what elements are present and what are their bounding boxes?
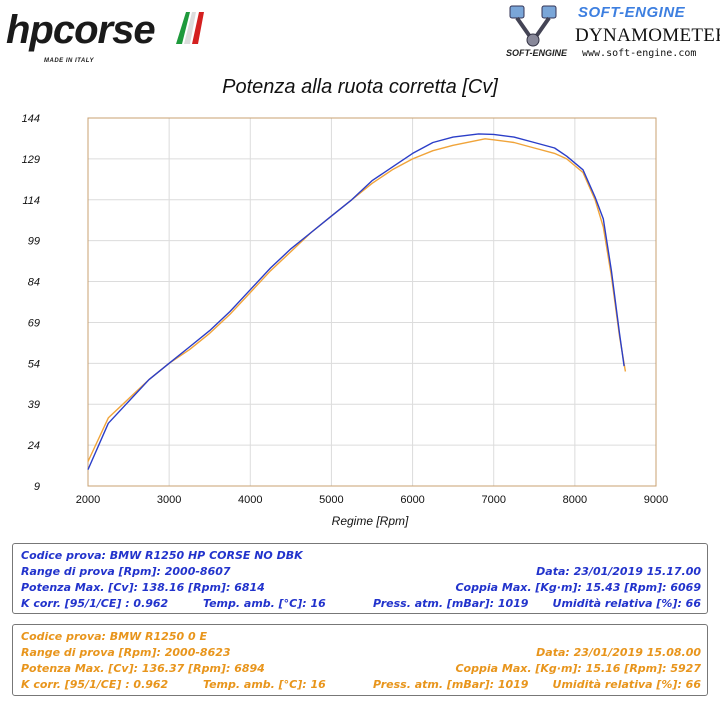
x-tick-label: 2000	[76, 494, 100, 506]
soft-engine-brand: SOFT-ENGINE	[578, 4, 686, 21]
atm-pressure: Press. atm. [mBar]: 1019	[373, 678, 529, 691]
series-line	[87, 138, 627, 462]
test-info-box-1: Codice prova: BMW R1250 HP CORSE NO DBK …	[12, 543, 708, 614]
y-tick-label: 144	[22, 113, 40, 125]
x-tick-label: 8000	[563, 494, 587, 506]
italian-flag-swoosh-icon	[176, 12, 204, 44]
y-tick-label: 99	[28, 236, 40, 248]
website-label: www.soft-engine.com	[582, 48, 697, 59]
ambient-temp: Temp. amb. [°C]: 16	[203, 678, 326, 691]
test-date: Data: 23/01/2019 15.17.00	[536, 565, 701, 578]
atm-pressure: Press. atm. [mBar]: 1019	[373, 597, 529, 610]
test-date: Data: 23/01/2019 15.08.00	[536, 646, 701, 659]
x-axis-label: Regime [Rpm]	[332, 514, 409, 528]
max-torque: Coppia Max. [Kg·m]: 15.43 [Rpm]: 6069	[455, 581, 701, 594]
y-tick-label: 24	[27, 440, 40, 452]
ambient-temp: Temp. amb. [°C]: 16	[203, 597, 326, 610]
k-corr: K corr. [95/1/CE] : 0.962	[21, 597, 169, 610]
dynamometers-label: DYNAMOMETERS	[575, 25, 720, 46]
y-tick-label: 114	[22, 195, 40, 207]
y-tick-label: 84	[28, 277, 40, 289]
test-info-box-2: Codice prova: BMW R1250 0 E Range di pro…	[12, 624, 708, 696]
x-tick-label: 7000	[481, 494, 505, 506]
k-corr: K corr. [95/1/CE] : 0.962	[21, 678, 169, 691]
y-tick-label: 129	[22, 154, 40, 166]
test-code: Codice prova: BMW R1250 0 E	[21, 630, 207, 643]
max-power: Potenza Max. [Cv]: 136.37 [Rpm]: 6894	[21, 662, 265, 675]
chart-title: Potenza alla ruota corretta [Cv]	[222, 76, 498, 98]
max-power: Potenza Max. [Cv]: 138.16 [Rpm]: 6814	[21, 581, 265, 594]
x-tick-label: 6000	[400, 494, 424, 506]
y-tick-label: 9	[34, 481, 40, 493]
plot-area-border	[87, 117, 657, 487]
test-code: Codice prova: BMW R1250 HP CORSE NO DBK	[21, 549, 303, 562]
power-chart: 9 24 39 54 69 84 99 114 129 144 2000 3000 4000 5000 6…	[22, 113, 669, 528]
relative-humidity: Umidità relativa [%]: 66	[552, 597, 701, 610]
hpcorse-logo: hpcorse MADE IN ITALY	[6, 6, 216, 66]
y-tick-label: 39	[28, 399, 40, 411]
test-range: Range di prova [Rpm]: 2000-8623	[21, 646, 231, 659]
max-torque: Coppia Max. [Kg·m]: 15.16 [Rpm]: 5927	[455, 662, 701, 675]
test-range: Range di prova [Rpm]: 2000-8607	[21, 565, 231, 578]
made-in-italy-label: MADE IN ITALY	[44, 58, 94, 64]
x-tick-label: 9000	[644, 494, 668, 506]
hpcorse-logo-text: hpcorse	[6, 8, 156, 52]
soft-engine-tag: SOFT-ENGINE	[506, 48, 568, 58]
relative-humidity: Umidità relativa [%]: 66	[552, 678, 701, 691]
y-tick-label: 69	[28, 317, 40, 329]
series-line	[87, 133, 625, 470]
x-tick-label: 4000	[238, 494, 262, 506]
soft-engine-logo: SOFT-ENGINE SOFT-ENGINE DYNAMOMETERS www…	[496, 2, 720, 64]
y-tick-label: 54	[28, 358, 40, 370]
x-tick-label: 5000	[319, 494, 343, 506]
x-tick-label: 3000	[157, 494, 181, 506]
engine-pistons-icon	[509, 5, 557, 47]
